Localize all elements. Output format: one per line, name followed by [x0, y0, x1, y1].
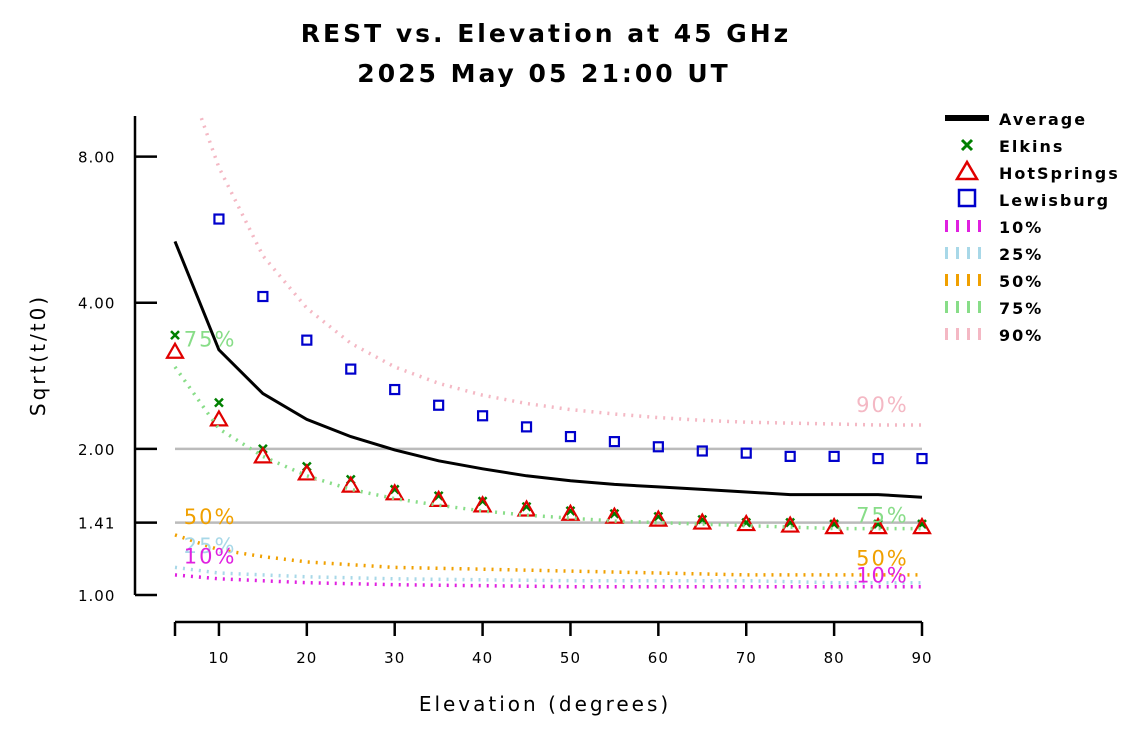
series-line-10pct: [174, 573, 922, 589]
legend-hotsprings-label: HotSprings: [999, 164, 1120, 183]
x-tick-label: 20: [296, 649, 317, 667]
marker-elkins: [170, 330, 180, 341]
axes: 1.00 1.41 2.00 4.00 8.00 10 20 30 40 50 60 70 80 90: [78, 116, 932, 667]
legend-average-label: Average: [999, 110, 1087, 129]
marker-hotsprings: [252, 446, 273, 464]
marker-lewisburg: [784, 450, 796, 462]
marker-lewisburg: [301, 334, 313, 346]
x-tick-label: 40: [472, 649, 493, 667]
series-line-25pct: [174, 565, 922, 585]
legend: Average Elkins HotSprings Lewisburg 10% 25% 50…: [945, 110, 1120, 345]
legend-elkins-label: Elkins: [999, 137, 1064, 156]
series-line-average: [173, 240, 923, 499]
y-tick-label: 1.00: [78, 587, 115, 605]
marker-elkins: [653, 511, 664, 522]
x-tick-label: 50: [560, 649, 581, 667]
marker-hotsprings: [384, 483, 405, 501]
legend-10pct-label: 10%: [999, 218, 1043, 237]
marker-hotsprings: [604, 506, 625, 524]
marker-hotsprings: [296, 463, 317, 481]
curve-label: 10%: [184, 545, 237, 569]
series-line-50pct: [174, 533, 922, 577]
y-tick-label: 4.00: [78, 295, 115, 313]
marker-lewisburg: [872, 452, 884, 465]
curve-label: 25%: [184, 534, 237, 558]
marker-hotsprings: [912, 516, 932, 535]
marker-elkins: [917, 519, 927, 529]
y-tick-label: 2.00: [78, 441, 115, 459]
marker-lewisburg: [433, 399, 445, 411]
marker-lewisburg: [652, 441, 664, 453]
marker-lewisburg: [345, 363, 357, 375]
marker-elkins: [785, 517, 796, 528]
curve-label: 50%: [184, 505, 237, 529]
legend-75pct-label: 75%: [999, 299, 1043, 318]
marker-lewisburg: [740, 447, 752, 459]
marker-hotsprings: [165, 341, 185, 359]
curve-label: 75%: [856, 504, 909, 528]
x-tick-label: 30: [384, 649, 405, 667]
marker-elkins: [873, 519, 883, 529]
y-tick-label: 8.00: [78, 149, 115, 167]
x-tick-label: 90: [911, 649, 932, 667]
marker-lewisburg: [564, 430, 577, 443]
marker-hotsprings: [736, 513, 757, 532]
chart-subtitle: 2025 May 05 21:00 UT: [357, 59, 730, 88]
marker-lewisburg: [608, 436, 621, 448]
marker-hotsprings: [340, 475, 361, 493]
curve-label: 10%: [856, 564, 909, 588]
marker-hotsprings: [692, 512, 713, 530]
marker-hotsprings: [472, 495, 493, 513]
x-tick-label: 70: [736, 649, 757, 667]
marker-hotsprings: [560, 503, 581, 521]
marker-elkins: [609, 508, 620, 519]
legend-90pct-label: 90%: [999, 326, 1043, 345]
series-line-90pct: [199, 117, 922, 427]
reference-lines: [175, 447, 922, 524]
curve-labels: 75%50%25%10%90%75%50%10%: [184, 328, 909, 588]
marker-elkins: [829, 519, 840, 529]
legend-25pct-label: 25%: [999, 245, 1043, 264]
legend-lewisburg-swatch: [957, 188, 977, 208]
marker-lewisburg: [257, 290, 269, 303]
legend-lewisburg-label: Lewisburg: [999, 191, 1110, 210]
marker-lewisburg: [389, 383, 401, 396]
marker-lewisburg: [916, 452, 928, 465]
marker-hotsprings: [209, 409, 229, 427]
marker-hotsprings: [428, 489, 449, 508]
legend-elkins-swatch: [960, 138, 974, 152]
marker-elkins: [697, 514, 708, 525]
x-axis-label: Elevation (degrees): [419, 692, 671, 716]
marker-lewisburg: [696, 445, 708, 457]
y-tick-label: 1.41: [78, 515, 115, 533]
marker-lewisburg: [828, 450, 840, 462]
x-tick-label: 80: [824, 649, 845, 667]
marker-elkins: [214, 397, 224, 408]
curve-label: 75%: [184, 328, 237, 352]
marker-hotsprings: [648, 509, 669, 527]
marker-lewisburg: [213, 213, 225, 225]
x-tick-label: 60: [648, 649, 669, 667]
marker-hotsprings: [780, 515, 801, 533]
x-tick-label: 10: [208, 649, 229, 667]
curve-label: 90%: [856, 393, 909, 417]
marker-lewisburg: [520, 421, 533, 433]
marker-lewisburg: [476, 410, 489, 422]
marker-hotsprings: [868, 516, 888, 535]
curve-label: 50%: [856, 547, 909, 571]
marker-hotsprings: [824, 516, 845, 535]
legend-hotsprings-swatch: [954, 159, 980, 181]
marker-hotsprings: [516, 499, 537, 517]
plot-area: [165, 117, 932, 589]
y-axis-label: Sqrt(t/t0): [26, 294, 50, 416]
chart-title: REST vs. Elevation at 45 GHz: [301, 19, 791, 48]
legend-50pct-label: 50%: [999, 272, 1043, 291]
